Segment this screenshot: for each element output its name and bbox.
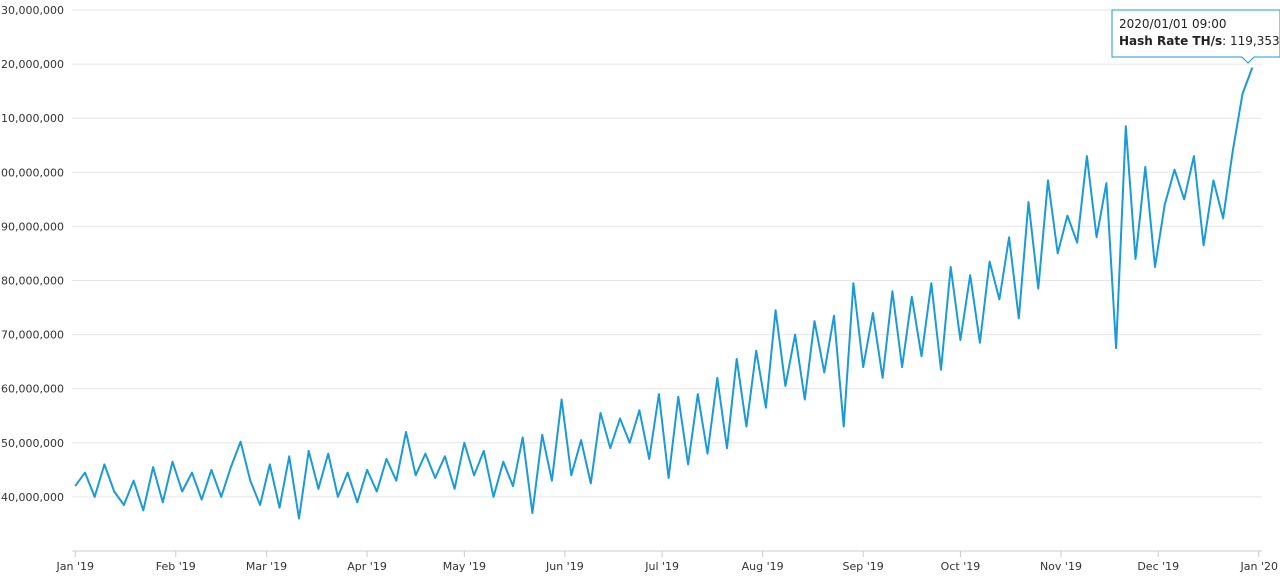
x-tick-label: Apr '19 [347,560,387,573]
x-tick-label: Sep '19 [843,560,884,573]
x-tick-label: Jun '19 [545,560,584,573]
x-tick-label: Jan '19 [56,560,94,573]
y-tick-label: 50,000,000 [1,437,64,450]
grid-layer [72,9,1262,498]
tooltip-colon: : [1222,34,1230,48]
y-tick-label: 120,000,000 [0,58,64,71]
tooltip-date: 2020/01/01 09:00 [1119,17,1227,31]
y-tick-label: 110,000,000 [0,112,64,125]
x-tick-label: Aug '19 [742,560,784,573]
x-tick-label: Nov '19 [1040,560,1082,573]
x-tick-label: Jan '20 [1240,560,1278,573]
y-tick-label: 70,000,000 [1,329,64,342]
hash-rate-series-line[interactable] [74,67,1254,520]
x-tick-label: Dec '19 [1137,560,1179,573]
y-tick-label: 60,000,000 [1,383,64,396]
y-tick-label: 90,000,000 [1,220,64,233]
tooltip-series-label: Hash Rate TH/s [1119,34,1222,48]
x-tick-label: Jul '19 [644,560,679,573]
series-layer[interactable] [74,67,1254,520]
tooltip: 2020/01/01 09:00 Hash Rate TH/s: 119,353… [1111,9,1280,64]
x-tick-label: Mar '19 [246,560,287,573]
x-tick-label: Oct '19 [941,560,981,573]
x-axis: Jan '19 Feb '19 Mar '19 Apr '19 May '19 Jun '… [56,550,1278,573]
x-tick-label: May '19 [443,560,486,573]
y-tick-label: 130,000,000 [0,4,64,17]
tooltip-box [1111,9,1280,64]
tooltip-value-line: Hash Rate TH/s: 119,353,780 [1119,34,1280,48]
tooltip-value: 119,353,780 [1230,34,1280,48]
y-axis: 40,000,000 50,000,000 60,000,000 70,000,000… [0,4,64,504]
y-tick-label: 100,000,000 [0,166,64,179]
y-tick-label: 80,000,000 [1,275,64,288]
x-tick-label: Feb '19 [156,560,196,573]
y-tick-label: 40,000,000 [1,491,64,504]
